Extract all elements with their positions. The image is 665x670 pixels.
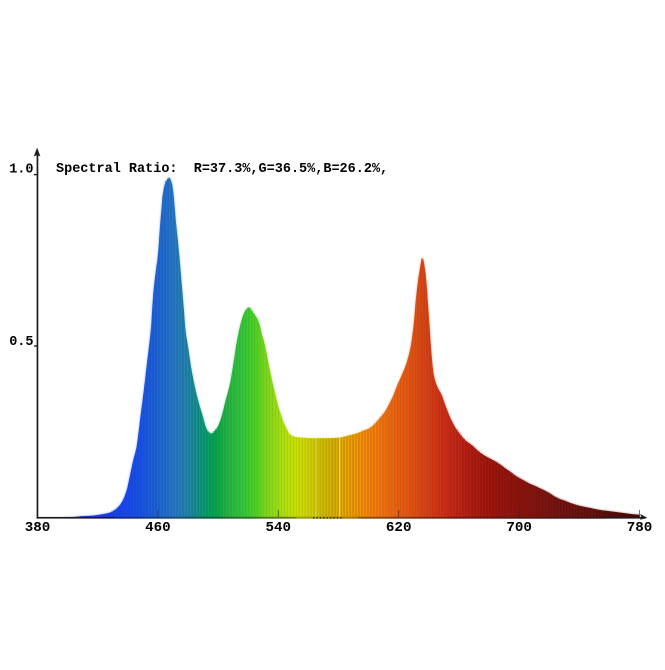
svg-text:1.0: 1.0 [9,162,33,177]
svg-text:780: 780 [627,520,653,536]
svg-text:Spectral Ratio: R=37.3%,G=36.: Spectral Ratio: R=37.3%,G=36.5%,B=26.2%, [56,162,388,177]
svg-text:620: 620 [386,520,412,536]
svg-text:700: 700 [506,520,532,536]
svg-text:460: 460 [145,520,171,536]
svg-text:380: 380 [25,520,51,536]
svg-text:540: 540 [266,520,292,536]
svg-text:0.5: 0.5 [9,335,33,350]
